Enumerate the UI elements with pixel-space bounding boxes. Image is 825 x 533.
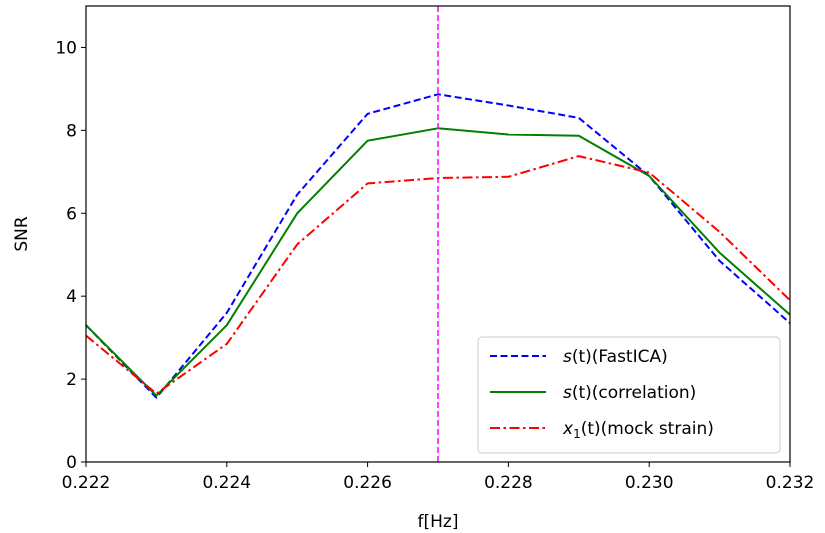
legend-sub: 1 bbox=[573, 427, 581, 441]
y-axis-ticks: 0 2 4 6 8 10 bbox=[55, 38, 86, 473]
legend-rest: (mock strain) bbox=[601, 419, 714, 439]
x-axis-label: f[Hz] bbox=[418, 512, 459, 532]
y-axis-label: SNR bbox=[12, 216, 32, 252]
y-tick-label: 6 bbox=[66, 204, 77, 224]
legend-var: x bbox=[562, 419, 574, 439]
legend-label-correlation: s(t)(correlation) bbox=[563, 383, 696, 403]
y-tick-label: 2 bbox=[66, 370, 77, 390]
legend: s(t)(FastICA) s(t)(correlation) x1(t)(mo… bbox=[477, 336, 781, 454]
legend-box bbox=[477, 336, 781, 454]
legend-arg: (t) bbox=[572, 347, 592, 367]
y-tick-label: 10 bbox=[55, 38, 77, 58]
x-tick-label: 0.226 bbox=[343, 473, 392, 493]
legend-item-correlation: s(t)(correlation) bbox=[490, 383, 696, 403]
legend-label-mock-strain: x1(t)(mock strain) bbox=[562, 419, 714, 441]
x-axis-ticks: 0.222 0.224 0.226 0.228 0.230 0.232 bbox=[62, 462, 815, 493]
x-tick-label: 0.232 bbox=[766, 473, 815, 493]
legend-rest: (FastICA) bbox=[592, 347, 668, 367]
x-tick-label: 0.222 bbox=[62, 473, 111, 493]
y-tick-label: 0 bbox=[66, 453, 77, 473]
legend-var: s bbox=[563, 347, 572, 367]
legend-label-fastica: s(t)(FastICA) bbox=[563, 347, 668, 367]
y-tick-label: 4 bbox=[66, 287, 77, 307]
legend-rest: (correlation) bbox=[592, 383, 696, 403]
legend-var: s bbox=[563, 383, 572, 403]
legend-arg: (t) bbox=[572, 383, 592, 403]
x-tick-label: 0.230 bbox=[625, 473, 674, 493]
legend-item-fastica: s(t)(FastICA) bbox=[490, 347, 668, 367]
plot-frame bbox=[85, 5, 791, 463]
legend-item-mock-strain: x1(t)(mock strain) bbox=[490, 419, 714, 441]
y-tick-label: 8 bbox=[66, 121, 77, 141]
legend-arg: (t) bbox=[581, 419, 601, 439]
x-tick-label: 0.224 bbox=[202, 473, 251, 493]
x-tick-label: 0.228 bbox=[484, 473, 533, 493]
